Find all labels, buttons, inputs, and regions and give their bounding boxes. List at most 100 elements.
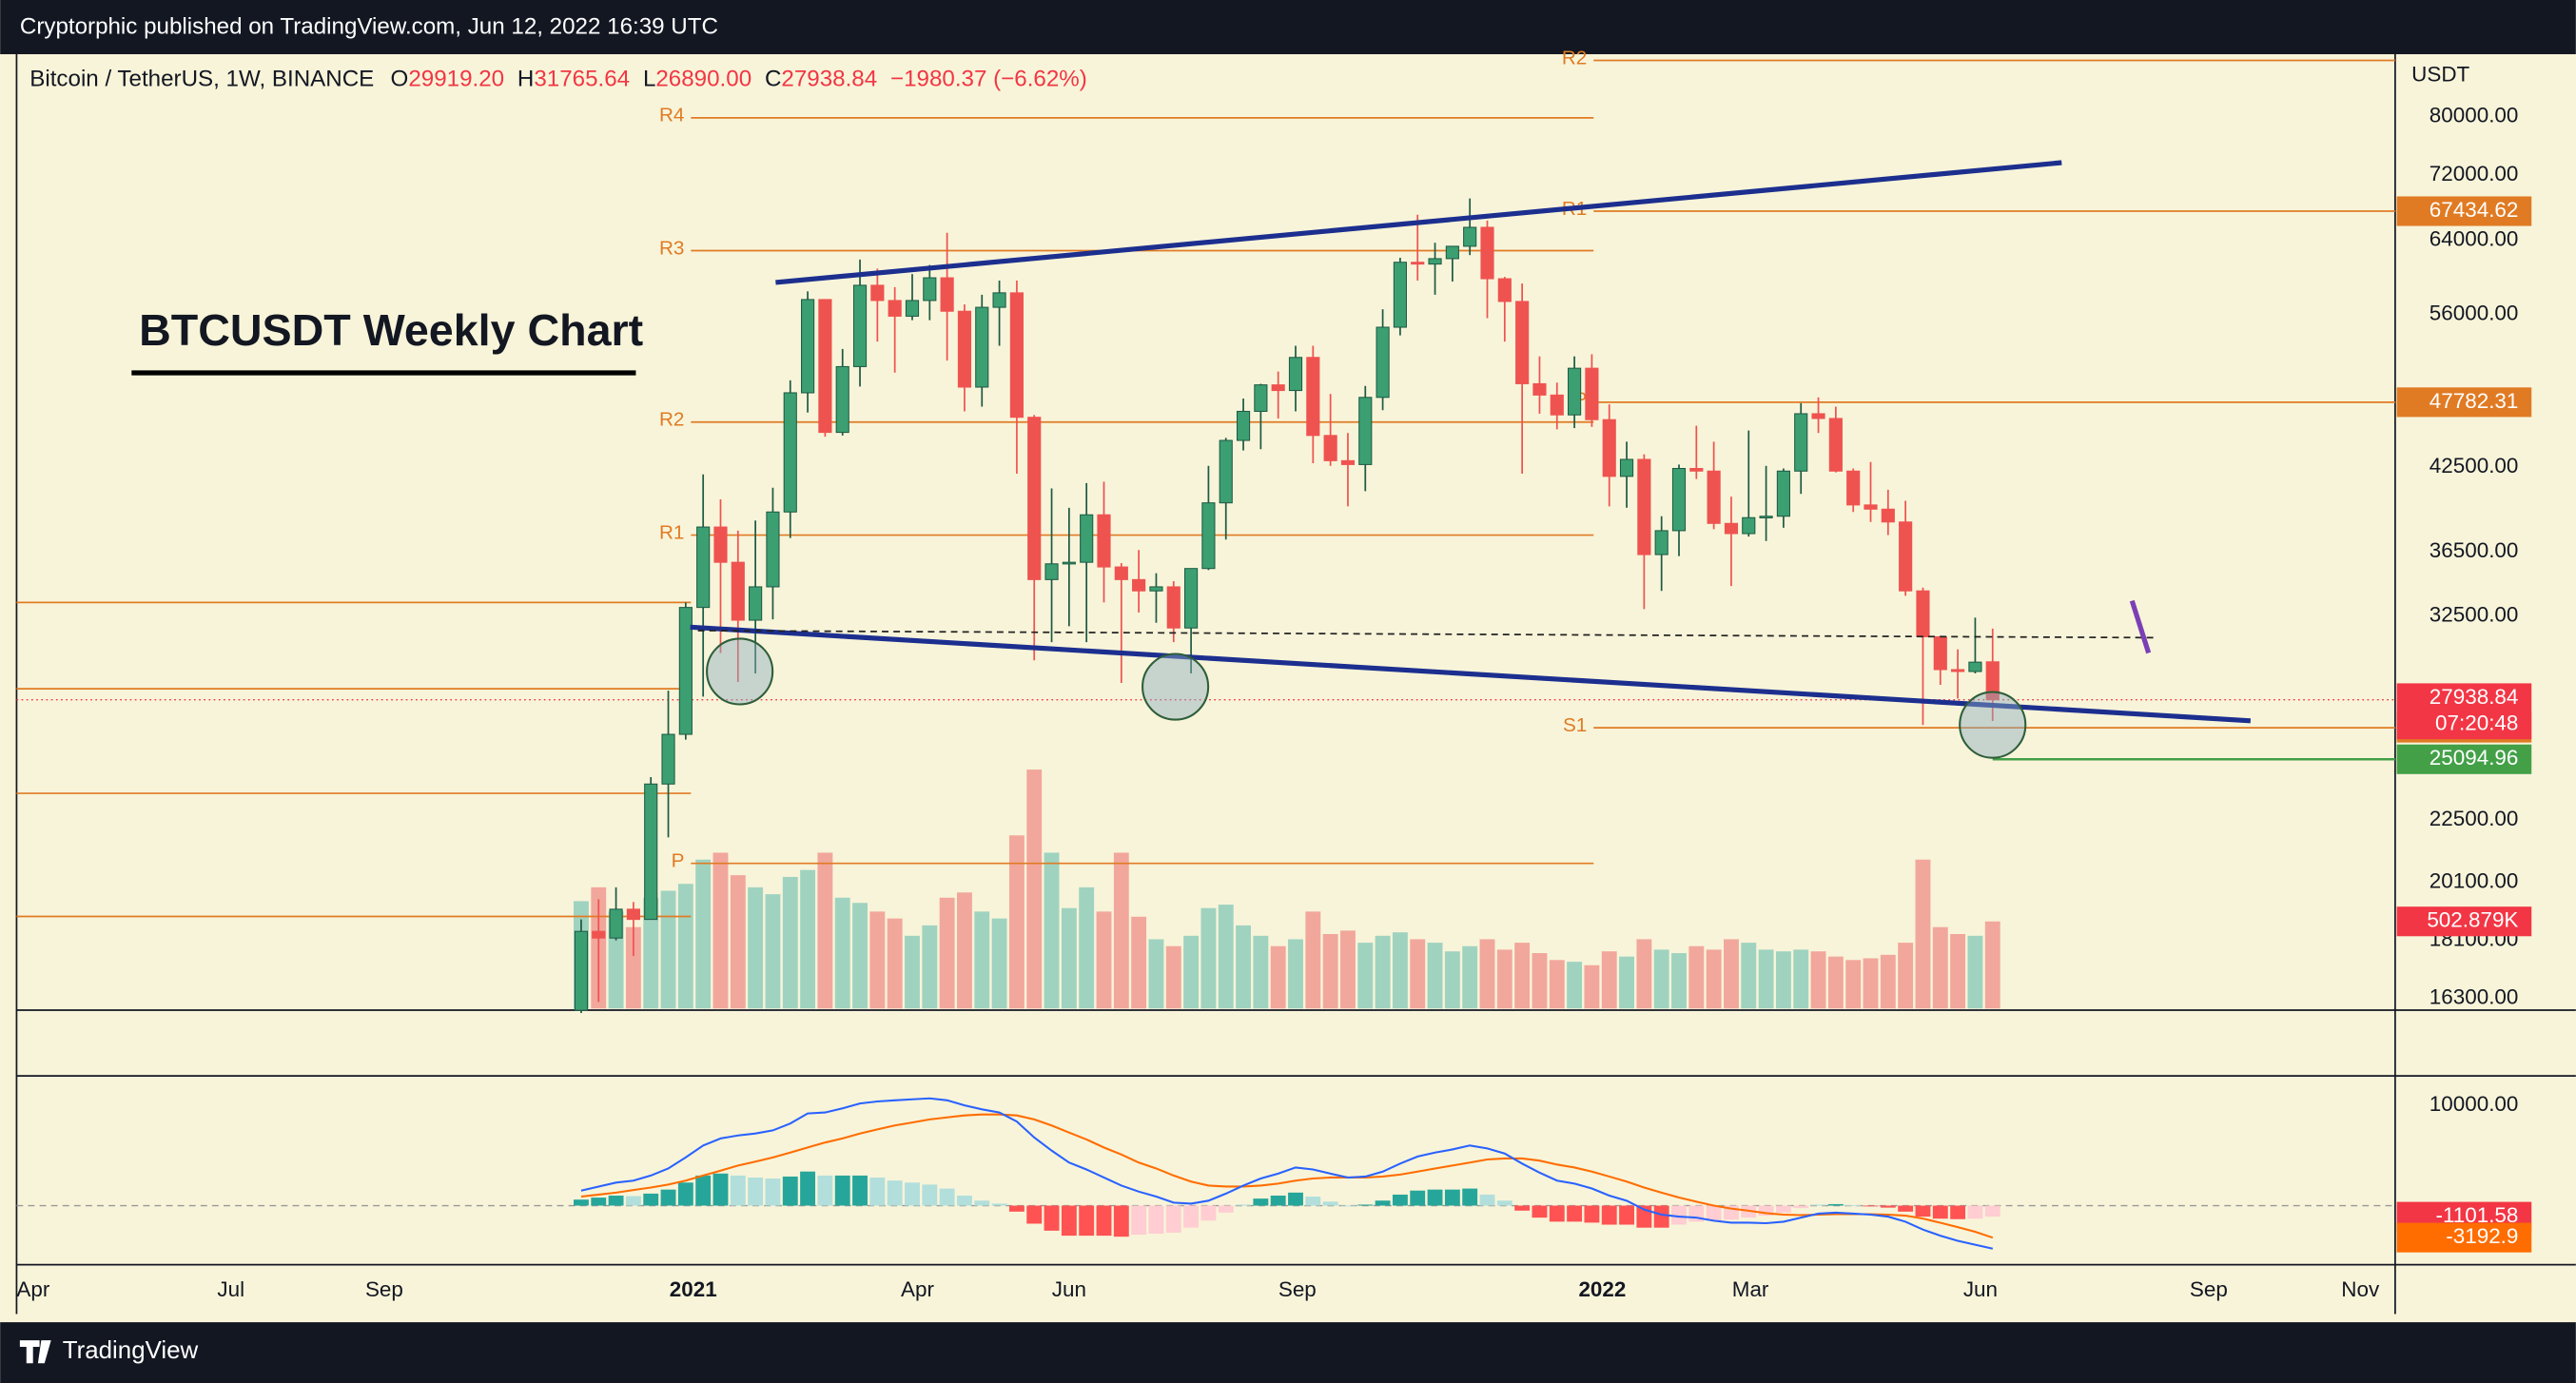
macd-hist-bar — [1880, 1205, 1896, 1208]
volume-bar — [1950, 934, 1966, 1009]
current-price-label: 27938.84 — [2430, 685, 2519, 709]
volume-bar — [1706, 949, 1722, 1009]
volume-bar — [1984, 921, 2000, 1009]
legend-value: 29919.20 — [408, 67, 504, 92]
y-tick-label: 36500.00 — [2430, 538, 2519, 562]
volume-bar — [1392, 932, 1408, 1009]
candle-body — [992, 292, 1006, 308]
volume-bar — [643, 897, 659, 1009]
brand: TradingView — [63, 1337, 199, 1364]
candle-body — [1689, 467, 1704, 472]
candle-body — [1671, 467, 1687, 532]
y-tick-label: 20100.00 — [2430, 869, 2519, 893]
volume-bar — [1322, 934, 1338, 1009]
candle-body — [1811, 413, 1825, 419]
volume-bar — [1671, 953, 1687, 1009]
candle-body — [835, 365, 849, 434]
macd-hist-bar — [1236, 1204, 1251, 1206]
volume-bar — [1375, 935, 1391, 1009]
publisher: Cryptorphic published on TradingView.com… — [20, 14, 718, 40]
candle-body — [975, 306, 989, 388]
volume-bar — [1462, 945, 1478, 1009]
candle-body — [1968, 661, 1982, 672]
candle-body — [1602, 419, 1616, 477]
candle-body — [1637, 458, 1651, 555]
countdown: 07:20:48 — [2435, 711, 2518, 735]
volume-bar — [1915, 859, 1931, 1009]
candle-body — [1742, 516, 1756, 535]
volume-bar — [1775, 951, 1791, 1009]
candle-body — [1097, 514, 1111, 568]
x-tick-label: Nov — [2341, 1277, 2380, 1301]
macd-hist-bar — [1253, 1198, 1269, 1206]
candle-body — [1114, 566, 1128, 580]
candle-body — [1271, 384, 1285, 392]
candle-body — [626, 908, 640, 921]
candle-body — [1306, 357, 1320, 437]
legend-items: O29919.20 H31765.64 L26890.00 C27938.84 −198… — [391, 67, 1087, 92]
volume-bar — [1653, 949, 1669, 1009]
candle-body — [1062, 561, 1076, 565]
candle-body — [1985, 661, 2000, 701]
macd-hist-bar — [817, 1175, 833, 1206]
chart-title: BTCUSDT Weekly Chart — [139, 305, 643, 355]
candle-body — [1916, 590, 1930, 637]
y-tick-label: 56000.00 — [2430, 301, 2519, 324]
macd-hist-bar — [1567, 1205, 1583, 1222]
volume-bar — [660, 890, 676, 1009]
volume-bar — [817, 852, 833, 1009]
macd-hist-bar — [1845, 1204, 1862, 1206]
y-tick-label: 32500.00 — [2430, 602, 2519, 626]
macd-hist-bar — [1079, 1205, 1095, 1237]
volume-bar — [887, 918, 903, 1009]
candle-body — [1411, 262, 1425, 265]
candle-body — [905, 300, 920, 317]
candle-body — [1132, 578, 1146, 592]
macd-hist-bar — [1410, 1190, 1426, 1206]
highlight-circle — [1959, 691, 2027, 759]
volume-bar — [1305, 911, 1321, 1009]
candle-body — [1201, 502, 1216, 570]
macd-hist-bar — [1532, 1205, 1548, 1218]
volume-bar — [1165, 945, 1181, 1009]
macd-hist-bar — [1131, 1205, 1147, 1236]
y-tick-label: 72000.00 — [2430, 162, 2519, 185]
macd-label: -3192.9 — [2446, 1224, 2518, 1248]
macd-hist-bar — [852, 1175, 868, 1206]
candle-body — [1776, 470, 1790, 517]
macd-hist-bar — [1340, 1205, 1356, 1207]
volume-bar — [1863, 958, 1879, 1009]
x-tick-label: 2021 — [670, 1277, 717, 1301]
candle-body — [1951, 669, 1965, 672]
candle-body — [1899, 521, 1913, 592]
candle-body — [957, 310, 972, 388]
volume-bar — [1532, 953, 1548, 1009]
candle-body — [1933, 635, 1947, 671]
candle-body — [1027, 417, 1042, 580]
volume-label-bg — [2396, 906, 2532, 937]
candle-body — [678, 607, 693, 735]
volume-bar — [1253, 935, 1269, 1009]
candle-body — [1724, 522, 1739, 535]
macd-hist-bar — [1950, 1205, 1966, 1219]
macd-hist-bar — [782, 1176, 798, 1206]
volume-bar — [991, 918, 1007, 1009]
macd-hist-bar — [1496, 1200, 1512, 1206]
pivot-label: R2 — [1562, 47, 1588, 68]
legend-symbol: Bitcoin / TetherUS, 1W, BINANCE — [29, 67, 374, 92]
signal-line — [580, 1113, 1994, 1239]
x-tick-label: Apr — [901, 1277, 934, 1301]
volume-bar — [1688, 945, 1705, 1009]
volume-bar — [1793, 949, 1809, 1009]
candle-body — [731, 561, 745, 621]
legend-value: 27938.84 — [781, 67, 877, 92]
macd-hist-bar — [643, 1193, 659, 1206]
macd-hist-bar — [1479, 1194, 1495, 1206]
macd-hist-bar — [1584, 1205, 1600, 1223]
price-label-bg — [2396, 196, 2532, 226]
macd-hist-bar — [1706, 1205, 1722, 1221]
macd-hist-bar — [1758, 1205, 1774, 1217]
volume-bar — [712, 852, 729, 1009]
macd-hist-bar — [834, 1175, 850, 1206]
